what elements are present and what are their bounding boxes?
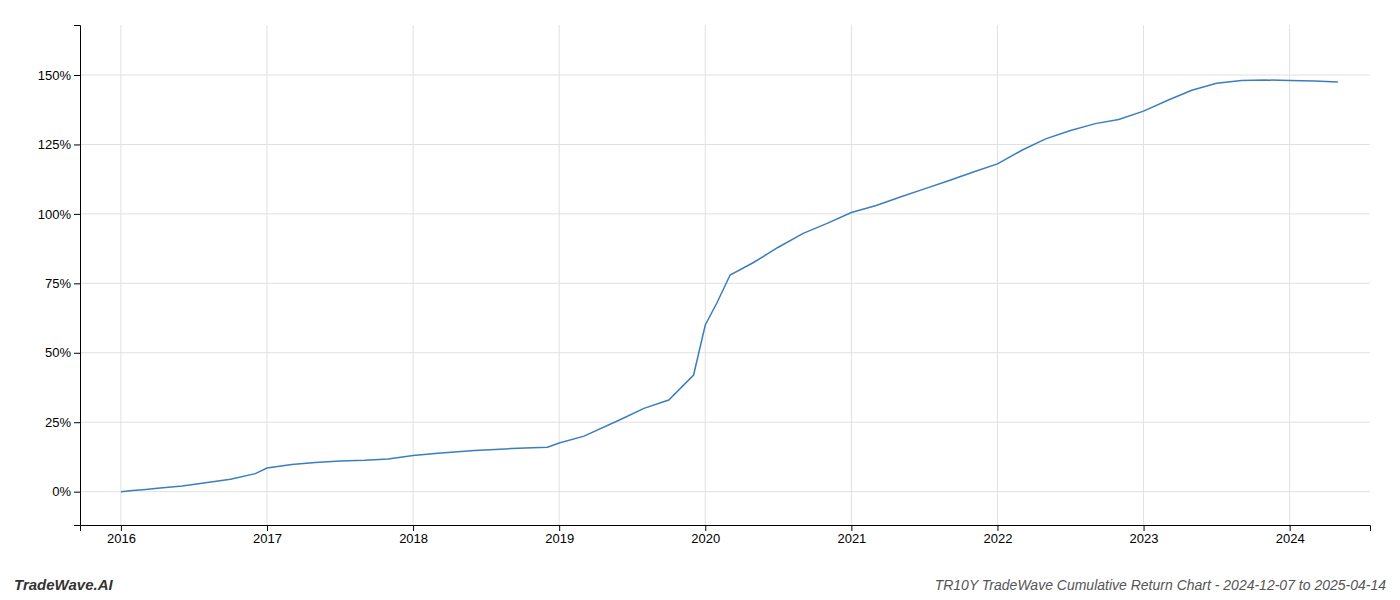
grid-line bbox=[120, 25, 121, 525]
plot-area: 2016 2017 2018 2019 2020 2021 2022 2023 2024 0% 25… bbox=[38, 25, 1371, 546]
grid-line bbox=[80, 144, 1370, 145]
chart: 2016 2017 2018 2019 2020 2021 2022 2023 2024 0% 25… bbox=[0, 0, 1400, 600]
tick-label: 2024 bbox=[1276, 531, 1305, 546]
tick-label: 2021 bbox=[837, 531, 866, 546]
grid-line bbox=[80, 352, 1370, 353]
tick-mark bbox=[559, 525, 560, 531]
x-axis: 2016 2017 2018 2019 2020 2021 2022 2023 2024 bbox=[81, 525, 1371, 546]
tick: 100% bbox=[38, 207, 80, 222]
tick: 75% bbox=[45, 276, 80, 291]
y-axis: 0% 25% 50% 75% 100% 125% 150% bbox=[38, 26, 81, 526]
tick-label: 0% bbox=[52, 484, 71, 499]
tick-mark bbox=[121, 525, 122, 531]
grid-line bbox=[1143, 25, 1144, 525]
grid-line bbox=[1289, 25, 1290, 525]
grid-line bbox=[997, 25, 998, 525]
tick-mark bbox=[74, 353, 80, 354]
grid-line bbox=[80, 491, 1370, 492]
tick: 50% bbox=[45, 345, 80, 360]
tick-mark bbox=[1290, 525, 1291, 531]
tick: 25% bbox=[45, 415, 80, 430]
tick-mark bbox=[74, 422, 80, 423]
grid-line bbox=[80, 283, 1370, 284]
tick-label: 2020 bbox=[691, 531, 720, 546]
tick-label: 2018 bbox=[399, 531, 428, 546]
watermark: TradeWave.AI bbox=[14, 576, 113, 593]
title: TR10Y TradeWave Cumulative Return Chart … bbox=[935, 577, 1387, 593]
tick-mark bbox=[74, 214, 80, 215]
grid-line bbox=[705, 25, 706, 525]
tick-label: 50% bbox=[45, 345, 71, 360]
tick: 2020 bbox=[691, 525, 720, 546]
tick: 0% bbox=[52, 484, 80, 499]
axis-line bbox=[81, 526, 1371, 532]
grid-line bbox=[80, 422, 1370, 423]
tick: 2019 bbox=[545, 525, 574, 546]
tick-label: 125% bbox=[38, 137, 72, 152]
tick-mark bbox=[74, 283, 80, 284]
tick-label: 100% bbox=[38, 207, 72, 222]
grid-line bbox=[80, 213, 1370, 214]
tick: 2021 bbox=[837, 525, 866, 546]
tick-mark bbox=[705, 525, 706, 531]
grid-line bbox=[413, 25, 414, 525]
grid bbox=[80, 25, 1370, 525]
grid-line bbox=[80, 75, 1370, 76]
grid-line bbox=[559, 25, 560, 525]
tick: 2017 bbox=[253, 525, 282, 546]
tick: 2023 bbox=[1130, 525, 1159, 546]
tick: 2024 bbox=[1276, 525, 1305, 546]
tick-label: 2022 bbox=[984, 531, 1013, 546]
tick: 125% bbox=[38, 137, 80, 152]
tick-label: 2017 bbox=[253, 531, 282, 546]
grid-line bbox=[851, 25, 852, 525]
tick-mark bbox=[267, 525, 268, 531]
tick-mark bbox=[997, 525, 998, 531]
line bbox=[121, 80, 1338, 492]
tick-mark bbox=[413, 525, 414, 531]
tick-mark bbox=[1144, 525, 1145, 531]
tick: 2018 bbox=[399, 525, 428, 546]
tick-mark bbox=[74, 75, 80, 76]
axis-line bbox=[74, 26, 81, 526]
tick-mark bbox=[851, 525, 852, 531]
tick-label: 150% bbox=[38, 68, 72, 83]
tick: 2016 bbox=[107, 525, 136, 546]
marks bbox=[121, 80, 1338, 492]
tick: 150% bbox=[38, 68, 80, 83]
tick-label: 2016 bbox=[107, 531, 136, 546]
tick-label: 2019 bbox=[545, 531, 574, 546]
tick-mark bbox=[74, 492, 80, 493]
tick-label: 75% bbox=[45, 276, 71, 291]
tick: 2022 bbox=[984, 525, 1013, 546]
tick-label: 2023 bbox=[1130, 531, 1159, 546]
tick-label: 25% bbox=[45, 415, 71, 430]
tick-mark bbox=[74, 144, 80, 145]
grid-line bbox=[266, 25, 267, 525]
